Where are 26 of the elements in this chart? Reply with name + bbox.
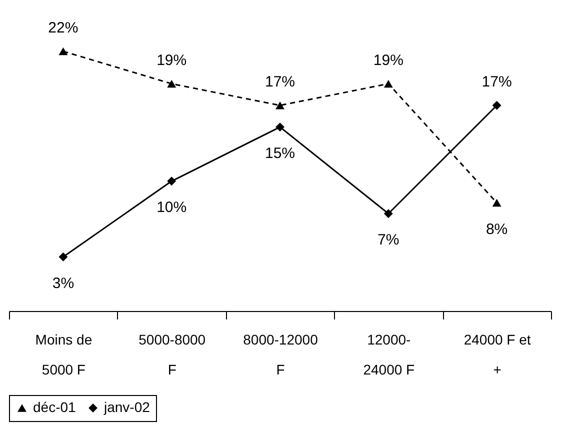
data-label: 17% <box>482 73 512 90</box>
data-label: 7% <box>378 232 400 249</box>
legend-label: janv-02 <box>103 399 150 415</box>
x-tick-label: 24000 F et + <box>464 332 531 378</box>
point <box>492 198 502 207</box>
data-label: 22% <box>48 19 78 36</box>
legend-label: déc-01 <box>33 399 76 415</box>
x-tick-label: 8000-12000 F <box>243 332 318 378</box>
data-label: 10% <box>156 199 187 216</box>
point <box>492 100 502 110</box>
x-tick-label: 5000-8000 F <box>138 332 206 378</box>
data-label: 8% <box>486 220 508 238</box>
data-label: 19% <box>373 52 404 69</box>
point <box>384 80 393 88</box>
data-label: 3% <box>52 274 74 292</box>
point <box>384 209 393 218</box>
point <box>276 102 284 110</box>
data-label: 15% <box>264 145 296 162</box>
point <box>58 252 68 262</box>
point <box>167 176 176 186</box>
point <box>167 80 176 88</box>
point <box>276 122 284 132</box>
data-label: 17% <box>264 73 296 90</box>
data-label: 19% <box>156 52 187 69</box>
x-tick-label: 12000- 24000 F <box>363 332 415 378</box>
point <box>58 47 68 56</box>
